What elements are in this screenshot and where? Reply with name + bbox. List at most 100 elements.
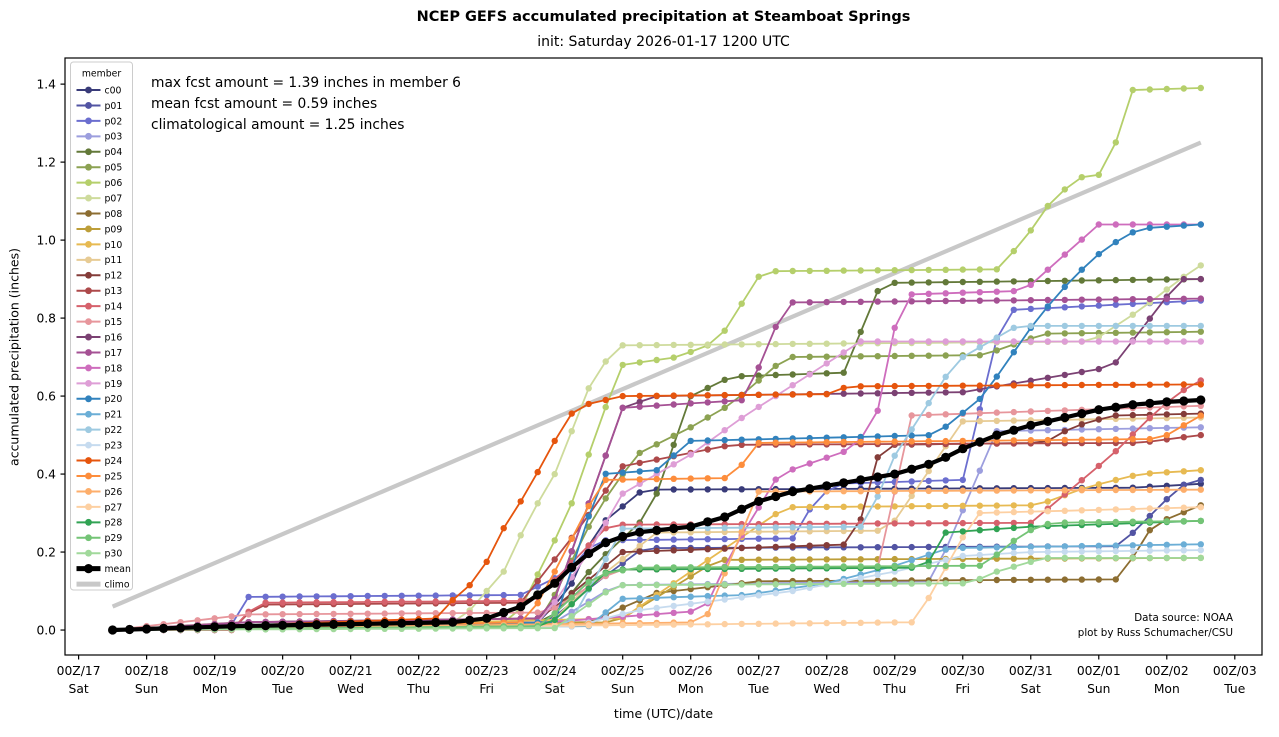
data-point-p24 (738, 391, 745, 399)
data-point-p16 (1027, 377, 1035, 384)
data-point-p22 (1146, 322, 1154, 330)
data-point-p06 (670, 354, 677, 361)
data-point-p07 (687, 341, 694, 348)
data-point-p20 (908, 432, 915, 439)
data-point-p17 (1061, 296, 1069, 304)
legend-swatch-marker (85, 318, 92, 325)
data-point-p07 (738, 341, 745, 348)
data-point-p17 (1163, 295, 1171, 303)
data-point-p15 (942, 411, 949, 418)
data-point-p19 (840, 349, 847, 356)
legend-item-p26: p26 (76, 487, 122, 498)
data-point-p25 (1129, 436, 1137, 443)
data-point-p22 (942, 373, 949, 380)
data-point-p06 (1163, 85, 1171, 93)
data-point-p15 (364, 610, 371, 617)
data-point-p20 (619, 469, 626, 476)
data-point-p12 (721, 545, 728, 552)
data-point-p10 (1146, 470, 1154, 477)
legend-item-label: c00 (105, 85, 122, 96)
data-point-p21 (976, 544, 983, 551)
legend-item-label: p11 (105, 255, 123, 266)
data-point-p30 (925, 580, 932, 587)
data-point-p17 (1146, 295, 1154, 303)
data-point-p18 (755, 504, 762, 511)
data-point-p27 (1010, 508, 1017, 516)
data-point-p05 (1197, 328, 1205, 335)
data-point-p16 (942, 389, 949, 396)
series-p19 (109, 338, 1205, 634)
data-point-p19 (891, 338, 898, 345)
data-point-p22 (789, 524, 796, 531)
data-point-p18 (772, 476, 779, 483)
data-point-p14 (1010, 519, 1017, 527)
data-point-p04 (1078, 277, 1086, 284)
x-tick-label-day: Sat (545, 682, 565, 696)
data-point-p21 (1180, 541, 1188, 548)
x-tick-label-utc: 00Z/03 (1213, 664, 1257, 678)
data-point-p24 (1129, 381, 1137, 388)
data-point-p07 (1095, 333, 1103, 341)
data-point-p10 (1180, 468, 1188, 475)
data-point-p02 (959, 476, 966, 484)
data-point-p19 (1146, 338, 1154, 345)
data-point-p16 (1044, 374, 1052, 381)
data-point-p30 (959, 580, 966, 587)
data-point-p05 (925, 352, 932, 359)
data-point-p27 (959, 534, 966, 541)
data-point-p20 (993, 373, 1000, 380)
series-p17 (109, 295, 1205, 634)
data-point-p23 (704, 598, 711, 605)
data-point-p12 (789, 543, 796, 550)
data-point-p19 (755, 403, 762, 411)
data-point-p26 (891, 487, 898, 495)
data-point-p15 (313, 610, 320, 618)
data-point-p17 (1197, 295, 1205, 302)
data-point-p17 (670, 401, 677, 408)
data-point-p04 (874, 287, 881, 295)
data-point-p16 (840, 390, 847, 397)
data-point-p12 (602, 562, 609, 570)
data-point-p30 (1078, 554, 1086, 562)
data-point-p10 (789, 504, 796, 511)
data-point-p28 (551, 616, 558, 624)
data-point-p24 (585, 400, 592, 408)
data-point-p09 (857, 556, 864, 563)
data-point-p06 (925, 266, 932, 274)
data-point-p24 (874, 383, 881, 390)
data-point-mean (1179, 396, 1189, 406)
data-point-p06 (1197, 84, 1205, 92)
data-point-p13 (636, 459, 643, 467)
y-tick-label: 1.0 (36, 233, 56, 247)
legend-swatch-marker (85, 503, 92, 511)
x-tick-label-day: Thu (406, 682, 430, 696)
data-point-p18 (942, 290, 949, 297)
data-point-p10 (1044, 498, 1052, 505)
data-point-p23 (959, 552, 966, 560)
data-point-p29 (653, 564, 660, 571)
data-point-p20 (1146, 224, 1154, 231)
data-point-p20 (1180, 222, 1188, 229)
data-point-p30 (483, 625, 490, 632)
data-point-c00 (636, 489, 643, 496)
legend-item-label: p25 (105, 471, 123, 482)
data-point-p27 (653, 621, 660, 628)
data-point-p30 (602, 589, 609, 596)
data-point-p29 (806, 563, 813, 570)
data-point-p21 (993, 544, 1000, 551)
data-point-p19 (1078, 338, 1086, 345)
legend-item-p17: p17 (76, 348, 122, 359)
data-point-p29 (1180, 517, 1188, 525)
data-point-p08 (1180, 509, 1188, 516)
data-point-p12 (636, 548, 643, 555)
data-point-p29 (823, 563, 830, 570)
data-point-p18 (806, 460, 813, 467)
data-point-p05 (755, 377, 762, 384)
data-point-p06 (908, 266, 915, 274)
legend-item-label: p08 (105, 209, 123, 220)
x-tick-label-utc: 00Z/01 (1077, 664, 1121, 678)
data-point-p29 (755, 563, 762, 571)
data-point-mean (193, 622, 203, 632)
data-point-p20 (670, 452, 677, 459)
data-point-p21 (1112, 542, 1120, 549)
